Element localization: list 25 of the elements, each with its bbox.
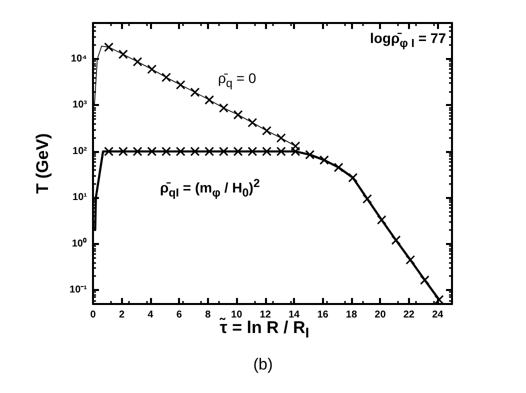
x-tick-label: 20 xyxy=(374,310,386,320)
y-axis-title: T (GeV) xyxy=(33,133,52,194)
x-tick-label: 0 xyxy=(90,310,96,320)
x-tick-label: 12 xyxy=(260,310,272,320)
x-axis-title: τ̃ = ln R / R$_{I}$ xyxy=(220,318,310,342)
x-tick-label: 16 xyxy=(317,310,329,320)
x-tick-label: 24 xyxy=(432,310,444,320)
annotation: ρ̄$_{q}$ = 0 xyxy=(218,70,256,92)
y-tick-label: 10⁻¹ xyxy=(70,284,88,296)
text: (b) xyxy=(253,356,273,374)
y-tick-label: 10² xyxy=(72,146,88,157)
annotation: ρ̄$_{qI}$ = (m$_{φ}$ / H$_{0}$)$^{2}$ xyxy=(160,176,260,202)
x-tick-label: 6 xyxy=(176,310,182,320)
annotation: logρ̄$_{φ I}$ = 77 xyxy=(370,30,446,52)
y-tick-label: 10⁰ xyxy=(72,237,87,250)
y-tick-label: 10⁴ xyxy=(70,53,88,64)
x-tick-label: 22 xyxy=(403,310,415,320)
x-tick-label: 14 xyxy=(288,310,300,320)
x-tick-label: 4 xyxy=(148,310,154,320)
y-tick-label: 10¹ xyxy=(72,192,88,204)
x-tick-label: 18 xyxy=(346,310,358,320)
y-tick-label: 10³ xyxy=(72,100,88,111)
x-tick-label: 2 xyxy=(118,310,125,320)
x-tick-label: 10 xyxy=(231,310,243,320)
x-tick-label: 8 xyxy=(205,310,212,320)
